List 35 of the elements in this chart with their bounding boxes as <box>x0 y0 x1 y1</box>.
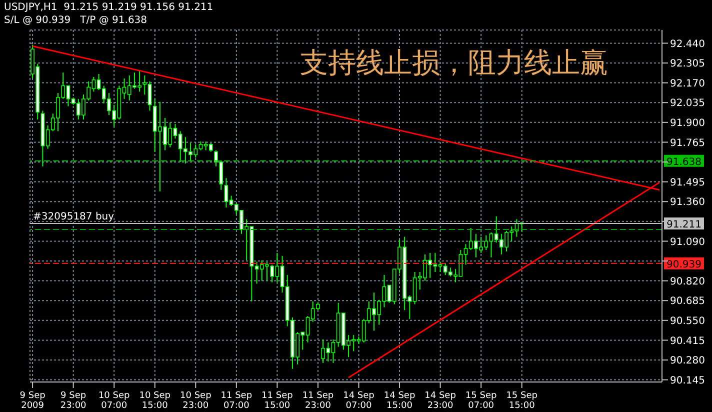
y-tick-label: 90.820 <box>670 276 705 288</box>
ref-line-label: 91.211 <box>666 219 702 230</box>
y-tick-label: 92.440 <box>670 38 705 50</box>
x-tick-label: 10 Sep 07:00 <box>98 391 130 411</box>
ref-line-label: 90.939 <box>666 259 702 270</box>
x-tick-label: 9 Sep 23:00 <box>60 391 87 411</box>
y-tick-label: 90.280 <box>670 356 705 367</box>
y-tick-label: 91.360 <box>670 197 705 208</box>
y-tick-label: 92.035 <box>670 98 705 110</box>
y-tick-label: 91.900 <box>670 118 705 129</box>
x-tick-label: 9 Sep 2009 <box>20 391 46 411</box>
x-tick-label: 15 Sep 15:00 <box>506 391 538 411</box>
y-tick-label: 90.685 <box>670 296 705 308</box>
x-tick-label: 14 Sep 15:00 <box>384 391 416 411</box>
y-tick-label: 90.550 <box>670 316 705 327</box>
y-tick-label: 92.305 <box>670 58 705 70</box>
y-tick-label: 90.145 <box>670 375 705 386</box>
annotation: 支持线止损，阻力线止赢 <box>300 45 608 81</box>
y-tick-label: 90.415 <box>670 336 705 347</box>
x-tick-label: 14 Sep 07:00 <box>343 391 375 411</box>
chart-title: USDJPY,H1 91.215 91.219 91.156 91.211 <box>4 2 214 13</box>
x-tick-label: 11 Sep 07:00 <box>220 391 252 411</box>
y-tick-label: 92.170 <box>670 78 705 90</box>
chart-subtitle: S/L @ 90.939 T/P @ 91.638 <box>4 15 148 26</box>
x-tick-label: 10 Sep 23:00 <box>180 391 212 411</box>
x-tick-label: 11 Sep 23:00 <box>302 391 334 411</box>
ref-line-label: #32095187 buy <box>33 211 114 222</box>
x-tick-label: 10 Sep 15:00 <box>139 391 171 411</box>
x-tick-label: 11 Sep 15:00 <box>262 391 294 411</box>
x-tick-label: 14 Sep 23:00 <box>424 391 456 411</box>
y-tick-label: 91.495 <box>670 177 705 188</box>
y-tick-label: 91.765 <box>670 138 705 149</box>
ref-line-label: 91.638 <box>666 156 702 168</box>
y-tick-label: 91.090 <box>670 236 705 248</box>
x-tick-label: 15 Sep 07:00 <box>465 391 497 411</box>
